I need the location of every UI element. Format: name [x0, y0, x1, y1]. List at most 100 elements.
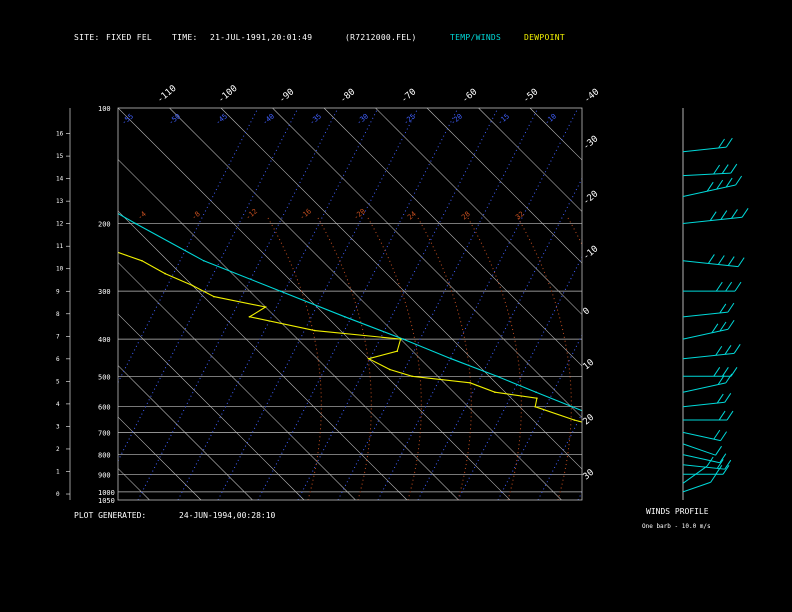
wind-barb-shaft — [682, 382, 726, 393]
wind-barb-shaft — [682, 454, 720, 464]
top-temperature-label: -100 — [217, 84, 240, 106]
data-point — [688, 454, 690, 456]
data-point — [264, 306, 267, 308]
wind-barb-flag — [730, 163, 738, 174]
altitude-tick-label: 7 — [56, 333, 60, 340]
mixing-ratio-label: -10 — [543, 112, 558, 126]
data-point — [141, 259, 143, 262]
wind-barb-flag — [715, 346, 723, 356]
mixing-ratio-label: -35 — [308, 112, 323, 126]
wind-barb-flag — [719, 453, 727, 463]
isotherm-line — [220, 108, 582, 470]
isotherm-line — [169, 108, 562, 500]
wind-barb-shaft — [682, 431, 721, 442]
data-point — [496, 375, 498, 378]
plot-generated-label: PLOT GENERATED: — [74, 511, 147, 520]
legend-temp-winds: TEMP/WINDS — [450, 33, 502, 42]
pressure-tick-label: 500 — [98, 373, 111, 381]
wind-barb-flag — [721, 367, 729, 377]
wind-barb-flag — [716, 393, 724, 404]
temperature-trace — [118, 212, 582, 412]
data-point — [703, 464, 705, 466]
mixing-ratio-line — [137, 108, 339, 500]
wind-barb-flag — [707, 254, 715, 264]
data-point — [344, 316, 346, 318]
data-point — [573, 419, 576, 421]
wind-barb-flag — [725, 281, 733, 292]
wind-barb-shaft — [682, 260, 739, 268]
wind-barb-flag — [724, 459, 732, 470]
mixing-ratio-line — [297, 108, 499, 500]
top-temperature-label: -70 — [400, 87, 419, 105]
mixing-ratio-label: -55 — [120, 112, 135, 126]
plot-area — [0, 108, 713, 500]
data-point — [571, 405, 574, 408]
wind-barb-flag — [717, 255, 725, 265]
wind-barb-flag — [727, 256, 735, 266]
altitude-tick-label: 0 — [56, 491, 60, 498]
pressure-tick-label: 600 — [98, 404, 111, 412]
data-point — [396, 350, 399, 352]
altitude-tick-label: 16 — [56, 131, 64, 138]
wind-barb-flag — [737, 257, 745, 267]
dry-adiabat-line — [317, 217, 372, 500]
header-time-label: TIME: — [172, 33, 198, 42]
altitude-tick-label: 5 — [56, 378, 60, 385]
pressure-tick-label: 100 — [98, 105, 111, 113]
wind-barb-shaft — [682, 184, 736, 197]
barb-scale-note: One barb - 10.0 m/s — [642, 523, 711, 530]
isotherm-line — [118, 262, 356, 500]
wind-barb-flag — [715, 445, 722, 456]
mixing-ratio-label: -40 — [261, 112, 276, 126]
wind-barb-shaft — [682, 172, 731, 177]
wind-barb-flag — [713, 429, 721, 440]
wind-barb-flag — [733, 344, 741, 354]
data-point — [164, 272, 166, 275]
data-point — [535, 391, 537, 394]
dewpoint-trace — [118, 251, 582, 423]
wind-barb-flag — [706, 456, 714, 467]
wind-barb-flag — [727, 319, 735, 330]
dry-adiabat-label: -4 — [136, 210, 148, 222]
pressure-tick-label: 1000 — [98, 489, 115, 497]
pressure-tick-label: 800 — [98, 452, 111, 460]
wind-barb-flag — [725, 137, 733, 148]
data-point — [367, 357, 370, 360]
winds-profile-title: WINDS PROFILE — [646, 507, 709, 516]
data-point — [87, 196, 89, 198]
wind-barb-flag — [731, 209, 738, 219]
data-point — [534, 405, 536, 408]
data-point — [248, 316, 251, 318]
mixing-ratio-line — [497, 334, 582, 500]
mixing-ratio-label: -45 — [214, 112, 229, 126]
data-point — [711, 464, 713, 466]
isotherm-line — [323, 108, 582, 367]
isotherm-line — [118, 313, 305, 500]
wind-barb-flag — [715, 465, 723, 475]
data-point — [469, 382, 471, 384]
isotherm-line — [118, 468, 150, 500]
data-point — [203, 259, 205, 262]
top-temperature-label: -50 — [522, 87, 541, 105]
isotherm-line — [118, 365, 253, 500]
dry-adiabat-line — [618, 218, 671, 500]
data-point — [633, 432, 635, 434]
altitude-tick-label: 2 — [56, 446, 60, 453]
isotherm-line — [118, 159, 459, 500]
mixing-ratio-line — [417, 177, 582, 500]
top-temperature-label: -90 — [278, 87, 297, 105]
isotherm-line — [375, 108, 582, 315]
data-point — [604, 419, 606, 421]
mixing-ratio-line — [118, 108, 259, 384]
mixing-ratio-label: -15 — [496, 112, 511, 126]
isotherm-line — [0, 108, 98, 500]
mixing-ratio-line — [337, 108, 539, 500]
data-point — [411, 375, 413, 378]
top-temperature-label: -60 — [461, 87, 480, 105]
altitude-tick-label: 11 — [56, 243, 64, 250]
wind-barb-flag — [735, 175, 743, 186]
altitude-tick-label: 13 — [56, 198, 64, 205]
wind-barb-shaft — [682, 481, 711, 493]
pressure-tick-label: 300 — [98, 288, 111, 296]
isotherm-line — [478, 108, 582, 212]
